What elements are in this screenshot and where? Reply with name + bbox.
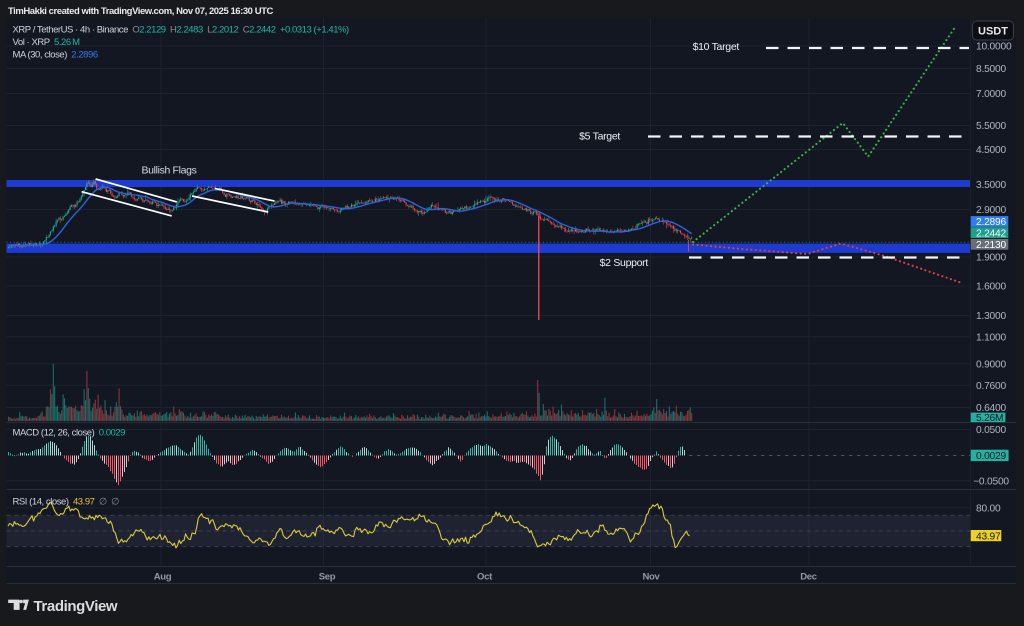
svg-text:2.9000: 2.9000 (976, 205, 1006, 216)
svg-text:1.6000: 1.6000 (976, 282, 1006, 293)
svg-text:MACD (12, 26, close) 0.0029: MACD (12, 26, close) 0.0029 (13, 428, 126, 439)
svg-text:Bullish Flags: Bullish Flags (142, 165, 197, 177)
svg-text:43.97: 43.97 (976, 531, 1001, 542)
svg-text:MA (30, close) 2.2896: MA (30, close) 2.2896 (13, 50, 98, 61)
svg-text:7.0000: 7.0000 (976, 89, 1006, 100)
svg-text:Vol · XRP 5.26 M: Vol · XRP 5.26 M (13, 37, 81, 48)
svg-text:−0.0500: −0.0500 (973, 476, 1009, 487)
svg-text:10.0000: 10.0000 (976, 42, 1012, 53)
svg-text:4.5000: 4.5000 (976, 145, 1006, 156)
svg-text:0.0029: 0.0029 (976, 451, 1006, 462)
svg-text:XRP / TetherUS · 4h · Binance: XRP / TetherUS · 4h · Binance O2.2129 H2… (13, 25, 350, 36)
svg-text:2.2896: 2.2896 (976, 217, 1006, 228)
svg-text:0.6400: 0.6400 (976, 403, 1006, 414)
svg-text:2.2130: 2.2130 (976, 240, 1006, 251)
svg-text:80.00: 80.00 (976, 504, 1001, 515)
svg-text:RSI (14, close) 43.97 ∅ ∅: RSI (14, close) 43.97 ∅ ∅ (13, 497, 120, 508)
svg-text:8.5000: 8.5000 (976, 64, 1006, 75)
svg-text:0.0500: 0.0500 (976, 425, 1006, 436)
svg-text:USDT: USDT (978, 26, 1008, 38)
svg-text:0.7600: 0.7600 (976, 381, 1006, 392)
svg-text:$5 Target: $5 Target (579, 131, 620, 143)
svg-text:5.26M: 5.26M (976, 413, 1003, 424)
svg-text:Sep: Sep (319, 572, 336, 583)
svg-text:Oct: Oct (477, 572, 493, 583)
svg-text:$10 Target: $10 Target (693, 41, 740, 53)
svg-text:Aug: Aug (154, 572, 172, 583)
svg-text:TradingView: TradingView (34, 598, 118, 615)
svg-text:$2 Support: $2 Support (600, 257, 649, 269)
svg-text:2.2442: 2.2442 (976, 228, 1006, 239)
svg-text:1.3000: 1.3000 (976, 311, 1006, 322)
svg-text:TimHakki created with TradingV: TimHakki created with TradingView.com, N… (8, 6, 273, 17)
svg-text:3.5000: 3.5000 (976, 180, 1006, 191)
svg-text:Dec: Dec (800, 572, 817, 583)
svg-text:1.1000: 1.1000 (976, 332, 1006, 343)
svg-text:Nov: Nov (642, 572, 660, 583)
svg-text:1.9000: 1.9000 (976, 253, 1006, 264)
svg-text:5.5000: 5.5000 (976, 121, 1006, 132)
svg-text:0.9000: 0.9000 (976, 359, 1006, 370)
